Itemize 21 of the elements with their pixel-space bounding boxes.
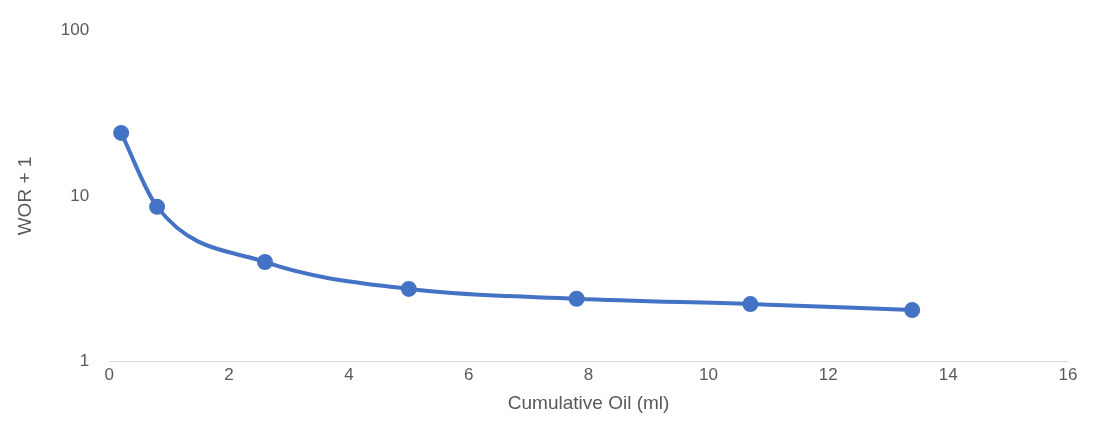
x-tick-label: 4 <box>344 364 354 384</box>
x-tick-label: 10 <box>698 364 718 384</box>
x-tick-label: 6 <box>463 364 474 384</box>
x-tick-label: 8 <box>583 364 594 384</box>
x-tick-label: 16 <box>1058 364 1078 384</box>
point <box>256 253 273 270</box>
point <box>400 280 417 297</box>
x-tick-label: 0 <box>104 364 114 384</box>
x-tick-label: 2 <box>224 364 234 384</box>
x-axis-title: Cumulative Oil (ml) <box>507 391 670 413</box>
x-tick-label: 12 <box>818 364 838 384</box>
point <box>113 124 130 141</box>
point <box>742 296 759 313</box>
x-tick-label: 14 <box>938 364 958 384</box>
y-tick-label: 10 <box>70 185 90 205</box>
y-tick-label: 1 <box>79 351 90 371</box>
point <box>149 198 166 215</box>
point <box>904 302 921 319</box>
point <box>568 290 585 307</box>
y-tick-label: 100 <box>60 19 90 39</box>
y-axis-title: WOR + 1 <box>13 156 35 236</box>
